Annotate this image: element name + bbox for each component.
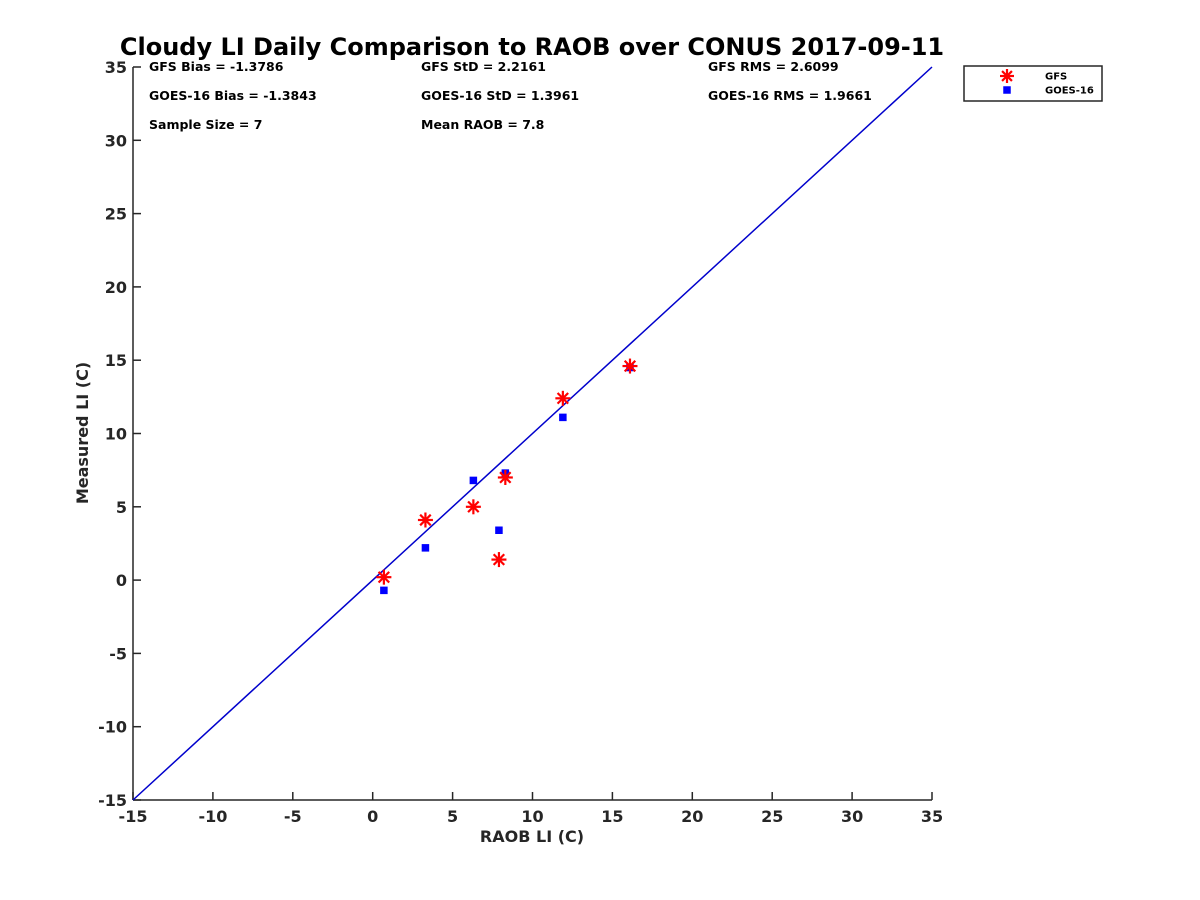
legend-label-goes-16: GOES-16 bbox=[1045, 86, 1094, 97]
x-tick-label: -5 bbox=[284, 807, 302, 826]
legend-marker-gfs bbox=[1000, 69, 1014, 83]
y-tick-label: 35 bbox=[105, 58, 127, 77]
legend-marker-goes-16 bbox=[1003, 86, 1011, 94]
y-tick-label: 25 bbox=[105, 205, 127, 224]
axes: -15 -10 -5 0 5 10 15 20 25 30 35 -15 -10 -5 0 5 10 15 20 25… bbox=[98, 58, 943, 826]
x-tick-label: 0 bbox=[367, 807, 378, 826]
y-tick-label: 15 bbox=[105, 351, 127, 370]
y-tick-label: 10 bbox=[105, 425, 127, 444]
gfs-point bbox=[622, 358, 638, 374]
x-tick-label: 5 bbox=[447, 807, 458, 826]
chart-title: Cloudy LI Daily Comparison to RAOB over … bbox=[120, 33, 944, 61]
data-marks bbox=[376, 358, 638, 595]
x-tick-label: 15 bbox=[601, 807, 623, 826]
goes-16-point bbox=[495, 526, 503, 535]
goes-16-point bbox=[559, 413, 567, 422]
gfs-point bbox=[376, 569, 392, 585]
y-tick-label: -5 bbox=[109, 644, 127, 663]
stat-annotation: GOES-16 StD = 1.3961 bbox=[421, 88, 579, 103]
stat-annotation: GFS StD = 2.2161 bbox=[421, 59, 546, 74]
goes-16-point bbox=[469, 476, 478, 485]
goes-16-point bbox=[421, 544, 430, 552]
stat-annotation: GFS RMS = 2.6099 bbox=[708, 59, 839, 74]
x-axis-label: RAOB LI (C) bbox=[480, 827, 584, 846]
x-tick-label: 35 bbox=[921, 807, 943, 826]
legend-box bbox=[963, 65, 1103, 102]
stat-annotation: GOES-16 RMS = 1.9661 bbox=[708, 88, 872, 103]
legend: GFS GOES-16 bbox=[963, 65, 1103, 102]
gfs-point bbox=[497, 469, 513, 485]
gfs-point bbox=[555, 390, 571, 406]
y-tick-label: 5 bbox=[116, 498, 127, 517]
y-tick-label: 20 bbox=[105, 278, 127, 297]
x-tick-label: 20 bbox=[681, 807, 703, 826]
statistics-annotations: GFS Bias = -1.3786 GFS StD = 2.2161 GFS RM… bbox=[149, 59, 872, 132]
y-tick-label: 30 bbox=[105, 131, 127, 150]
x-tick-label: 30 bbox=[841, 807, 863, 826]
x-tick-label: -15 bbox=[119, 807, 148, 826]
x-tick-label: -10 bbox=[198, 807, 227, 826]
stat-annotation: GOES-16 Bias = -1.3843 bbox=[149, 88, 317, 103]
reference-line-group bbox=[132, 66, 933, 801]
y-tick-label: -10 bbox=[98, 718, 127, 737]
gfs-point bbox=[465, 499, 481, 515]
stat-annotation: GFS Bias = -1.3786 bbox=[149, 59, 284, 74]
gfs-point bbox=[417, 512, 433, 528]
y-tick-label: 0 bbox=[116, 571, 127, 590]
x-tick-label: 25 bbox=[761, 807, 783, 826]
one-to-one-line bbox=[132, 66, 933, 801]
y-tick-label: -15 bbox=[98, 791, 127, 810]
gfs-point bbox=[491, 552, 507, 568]
y-axis-label: Measured LI (C) bbox=[73, 362, 92, 504]
stat-annotation: Sample Size = 7 bbox=[149, 117, 262, 132]
goes-16-point bbox=[380, 586, 388, 595]
x-tick-label: 10 bbox=[521, 807, 543, 826]
legend-label-gfs: GFS bbox=[1045, 72, 1067, 83]
stat-annotation: Mean RAOB = 7.8 bbox=[421, 117, 544, 132]
